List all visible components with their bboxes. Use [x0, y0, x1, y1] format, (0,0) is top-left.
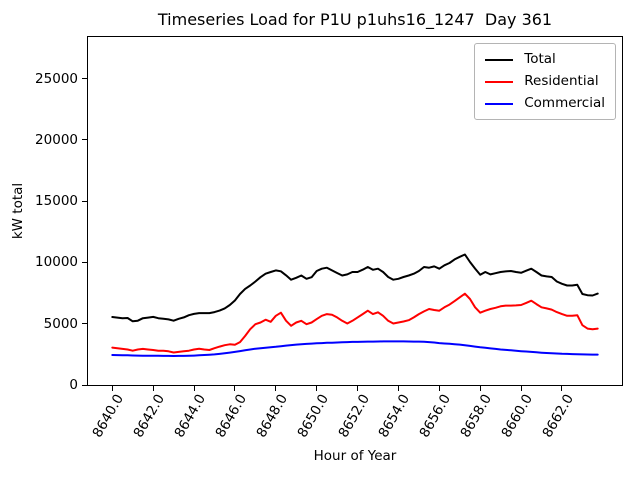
x-tick-mark: [479, 386, 481, 391]
plot-area: Total Residential Commercial: [87, 36, 623, 386]
x-tick-mark: [438, 386, 440, 391]
x-tick-mark: [397, 386, 399, 391]
legend-entry-residential: Residential: [485, 73, 605, 90]
x-tick-mark: [561, 386, 563, 391]
legend-label: Residential: [524, 73, 599, 89]
y-tick-mark: [82, 78, 87, 80]
legend: Total Residential Commercial: [474, 43, 616, 120]
x-tick-mark: [316, 386, 318, 391]
legend-entry-commercial: Commercial: [485, 95, 605, 112]
y-tick-label: 20000: [35, 131, 78, 148]
x-tick-mark: [234, 386, 236, 391]
y-tick-label: 5000: [43, 315, 78, 332]
chart-title: Timeseries Load for P1U p1uhs16_1247 Day…: [157, 10, 553, 29]
line-plot-canvas: [111, 253, 599, 357]
y-tick-label: 0: [69, 377, 78, 393]
series-line-commercial: [111, 340, 599, 357]
x-axis-label: Hour of Year: [313, 448, 397, 464]
y-axis-label: kW total: [10, 182, 26, 240]
x-tick-mark: [520, 386, 522, 391]
y-tick-mark: [82, 139, 87, 141]
y-tick-mark: [82, 261, 87, 263]
x-tick-mark: [111, 386, 113, 391]
x-tick-mark: [275, 386, 277, 391]
legend-line-sample: [485, 80, 514, 83]
x-tick-mark: [357, 386, 359, 391]
x-tick-mark: [193, 386, 195, 391]
y-tick-mark: [82, 323, 87, 325]
y-tick-mark: [82, 384, 87, 386]
y-tick-label: 10000: [35, 254, 78, 271]
legend-line-sample: [485, 58, 514, 61]
x-tick-mark: [152, 386, 154, 391]
y-tick-label: 25000: [35, 70, 78, 87]
y-tick-label: 15000: [35, 193, 78, 210]
legend-label: Total: [524, 51, 556, 67]
legend-line-sample: [485, 102, 514, 105]
y-tick-mark: [82, 200, 87, 202]
legend-entry-total: Total: [485, 51, 605, 68]
legend-label: Commercial: [524, 95, 605, 111]
series-line-residential: [111, 292, 599, 354]
series-line-total: [111, 253, 599, 323]
